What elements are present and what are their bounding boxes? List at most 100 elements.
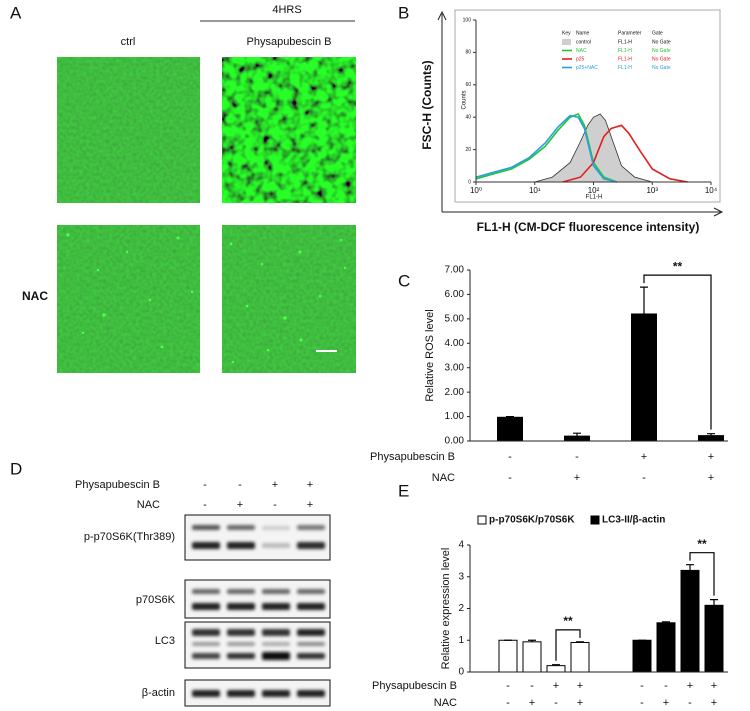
significance-label: ** (563, 614, 573, 628)
y-tick-label: 60 (465, 82, 471, 88)
treatment-sign: + (708, 472, 714, 484)
treatment-sign: + (307, 479, 313, 491)
treatment-sign: + (577, 680, 583, 692)
legend-name: p25+NAC (576, 65, 598, 71)
legend-gate: No Gate (652, 39, 671, 45)
treatment-sign: + (687, 680, 693, 692)
x-tick-label: 10² (588, 186, 600, 195)
panel-label: C (398, 271, 410, 290)
legend-name: p25 (576, 56, 585, 62)
error-bar (528, 639, 536, 642)
bar (498, 639, 518, 673)
y-tick-label: 80 (465, 50, 471, 56)
treatment-sign: - (575, 451, 579, 463)
error-bar (686, 564, 694, 571)
western-blot (184, 514, 331, 707)
panel-label: E (398, 481, 409, 500)
treatment-sign: + (708, 451, 714, 463)
treatment-label: NAC (434, 697, 457, 709)
legend-gate: No Gate (652, 65, 671, 71)
legend-parameter: FL1-H (618, 39, 632, 45)
panel-label: A (10, 3, 22, 22)
treatment-sign: + (237, 499, 243, 511)
y-tick-label: 20 (465, 147, 471, 153)
legend-swatch (590, 515, 600, 525)
blot-label: p70S6K (136, 594, 176, 606)
micrograph (57, 225, 200, 373)
treatment-sign: + (574, 472, 580, 484)
y-tick-label: 4.00 (445, 338, 465, 349)
legend-gate: No Gate (652, 56, 671, 62)
cell-dots (66, 233, 347, 364)
blot-label: LC3 (155, 635, 175, 647)
treatment-sign: - (508, 451, 512, 463)
treatment-sign: - (688, 697, 692, 709)
y-tick-label: 0.00 (445, 436, 465, 447)
bar (570, 641, 590, 673)
error-bar (573, 432, 581, 437)
error-bar (640, 286, 648, 314)
x-axis-title: FL1-H (CM-DCF fluorescence intensity) (477, 220, 700, 234)
error-bar (552, 664, 560, 666)
row-label: NAC (22, 289, 48, 303)
treatment-sign: - (640, 680, 644, 692)
y-axis-title: FSC-H (Counts) (420, 60, 434, 149)
legend-name: NAC (576, 48, 587, 54)
x-tick-label: 10⁰ (470, 186, 482, 195)
legend-parameter: FL1-H (618, 65, 632, 71)
treatment-sign: - (530, 680, 534, 692)
legend-header: Name (576, 30, 590, 36)
significance-bracket (555, 629, 581, 661)
treatment-sign: - (238, 479, 242, 491)
treatment-sign: - (506, 697, 510, 709)
legend-parameter: FL1-H (618, 56, 632, 62)
treatment-sign: + (711, 680, 717, 692)
treatment-sign: + (529, 697, 535, 709)
significance-label: ** (697, 537, 707, 551)
header: 4HRS (272, 4, 301, 16)
y-tick-label: 7.00 (445, 265, 465, 276)
arrow-head (437, 10, 447, 21)
treatment-sign: + (272, 479, 278, 491)
legend-label: LC3-II/β-actin (602, 515, 665, 526)
panel-label: B (398, 3, 409, 22)
treatment-sign: - (554, 697, 558, 709)
error-bar (710, 599, 718, 606)
treatment-sign: + (553, 680, 559, 692)
treatment-label: NAC (432, 472, 455, 484)
treatment-sign: - (664, 680, 668, 692)
column-label: Physapubescin B (247, 36, 332, 48)
treatment-sign: + (641, 451, 647, 463)
y-tick-label: 0 (458, 667, 464, 678)
y-tick-label: 1.00 (445, 411, 465, 422)
y-tick-label: 5.00 (445, 313, 465, 324)
bar (497, 416, 523, 442)
y-tick-label: 3 (458, 571, 464, 582)
blot-label: β-actin (142, 687, 175, 699)
y-tick-label: 3.00 (445, 362, 465, 373)
treatment-sign: + (663, 697, 669, 709)
x-tick-label: 10⁴ (705, 186, 718, 195)
y-tick-label: 1 (458, 635, 464, 646)
bar (631, 313, 657, 442)
bar (522, 641, 542, 673)
significance-bracket (689, 552, 715, 596)
treatment-label: Physapubescin B (75, 479, 160, 491)
bar (704, 604, 724, 673)
error-bar (506, 415, 514, 418)
legend-gate: No Gate (652, 48, 671, 54)
treatment-sign: - (642, 472, 646, 484)
treatment-label: Physapubescin B (370, 451, 455, 463)
x-tick-label: 10¹ (529, 186, 541, 195)
y-tick-label: 4 (458, 540, 464, 551)
legend-parameter: FL1-H (618, 48, 632, 54)
histogram-area (534, 113, 653, 183)
y-tick-label: 6.00 (445, 289, 465, 300)
y-tick-label: 40 (465, 115, 471, 121)
legend-label: p-p70S6K/p70S6K (489, 515, 575, 526)
bar (632, 639, 652, 673)
histogram-line (562, 124, 688, 183)
treatment-sign: + (577, 697, 583, 709)
y-tick-label: 0 (468, 179, 471, 185)
